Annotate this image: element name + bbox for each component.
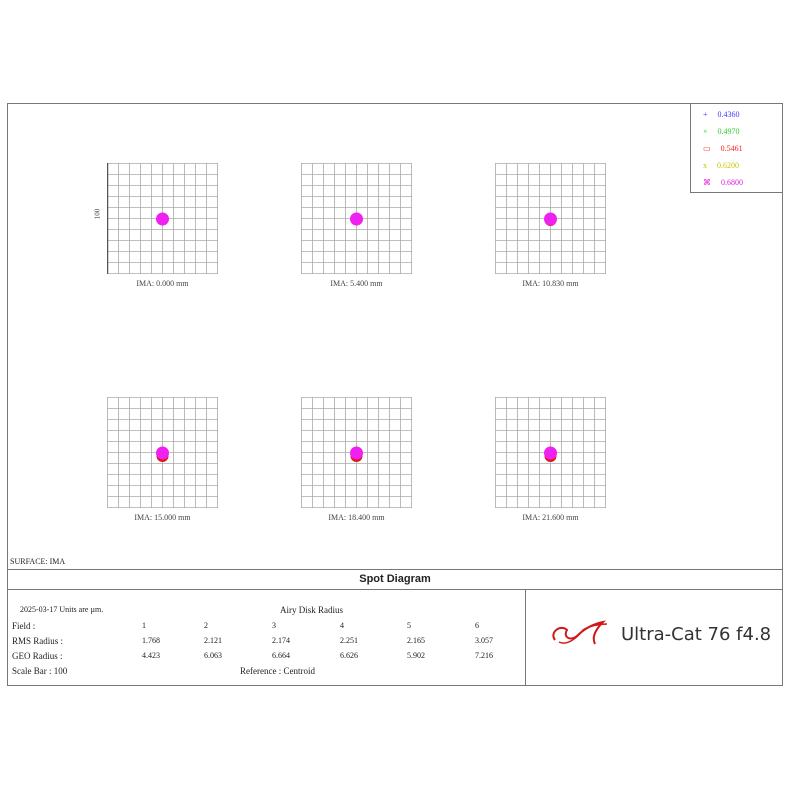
- rms-label: RMS Radius :: [12, 636, 64, 646]
- rms-value: 2.165: [407, 636, 425, 645]
- fields-value: 4: [340, 621, 344, 630]
- field-label: Field :: [12, 621, 36, 631]
- rms-value: 1.768: [142, 636, 160, 645]
- field-label: IMA: 15.000 mm: [134, 513, 191, 522]
- spot-grid: [495, 163, 606, 274]
- spot-grid: [301, 397, 412, 508]
- airy-label: Airy Disk Radius: [280, 605, 343, 615]
- legend-wavelength: 0.4360: [717, 110, 740, 119]
- spot-magenta: [156, 446, 169, 460]
- legend-item: ▭ 0.5461: [703, 144, 743, 153]
- spot-diagram-field-4: IMA: 15.000 mm: [107, 397, 218, 522]
- fields-value: 1: [142, 621, 146, 630]
- spot-grid: [301, 163, 412, 274]
- spot-diagram-field-2: IMA: 5.400 mm: [301, 163, 412, 288]
- product-name: Ultra-Cat 76 f4.8: [621, 624, 772, 645]
- plot-frame: [7, 103, 783, 686]
- spot-diagram-field-5: IMA: 18.400 mm: [301, 397, 412, 522]
- legend-wavelength: 0.4970: [717, 127, 740, 136]
- surface-label: SURFACE: IMA: [10, 557, 66, 566]
- wavelength-legend: +0.4360 × 0.4970 ▭ 0.5461 x 0.6200 ⌘ 0.6800: [690, 103, 783, 193]
- geo-value: 4.423: [142, 651, 160, 660]
- field-label: IMA: 0.000 mm: [136, 279, 189, 288]
- fields-value: 6: [475, 621, 479, 630]
- spot-magenta: [156, 212, 169, 226]
- spot-magenta: [544, 212, 557, 226]
- legend-marker-icon: ×: [703, 127, 708, 136]
- spot-grid: [107, 397, 218, 508]
- legend-wavelength: 0.6200: [717, 161, 739, 170]
- diagram-title: Spot Diagram: [7, 569, 783, 590]
- geo-label: GEO Radius :: [12, 651, 63, 661]
- geo-value: 7.216: [475, 651, 493, 660]
- legend-item: ⌘ 0.6800: [703, 178, 743, 187]
- spot-magenta: [350, 212, 363, 226]
- date-units: 2025-03-17 Units are µm.: [20, 605, 104, 614]
- geo-value: 5.902: [407, 651, 425, 660]
- spot-diagram-field-6: IMA: 21.600 mm: [495, 397, 606, 522]
- brand-area: Ultra-Cat 76 f4.8: [525, 590, 783, 686]
- field-label: IMA: 5.400 mm: [330, 279, 383, 288]
- spot-grid: [495, 397, 606, 508]
- rms-value: 2.174: [272, 636, 290, 645]
- scale-bar-label: 100: [93, 208, 102, 220]
- rms-value: 2.121: [204, 636, 222, 645]
- fields-value: 3: [272, 621, 276, 630]
- geo-value: 6.626: [340, 651, 358, 660]
- rms-value: 3.057: [475, 636, 493, 645]
- legend-item: +0.4360: [703, 110, 740, 119]
- field-label: IMA: 21.600 mm: [522, 513, 579, 522]
- spot-magenta: [544, 446, 557, 460]
- william-optics-logo: [552, 620, 608, 645]
- fields-value: 5: [407, 621, 411, 630]
- legend-marker-icon: ⌘: [703, 178, 711, 187]
- legend-marker-icon: x: [703, 161, 707, 170]
- legend-item: × 0.4970: [703, 127, 740, 136]
- reference-info: Reference : Centroid: [240, 666, 315, 676]
- scale-bar-info: Scale Bar : 100: [12, 666, 68, 676]
- spot-diagram-field-3: IMA: 10.830 mm: [495, 163, 606, 288]
- field-label: IMA: 18.400 mm: [328, 513, 385, 522]
- legend-wavelength: 0.5461: [720, 144, 743, 153]
- spot-magenta: [350, 446, 363, 460]
- spot-grid: [107, 163, 218, 274]
- legend-wavelength: 0.6800: [721, 178, 743, 187]
- legend-marker-icon: ▭: [703, 144, 711, 153]
- legend-item: x 0.6200: [703, 161, 739, 170]
- legend-marker-icon: +: [703, 110, 708, 119]
- geo-value: 6.063: [204, 651, 222, 660]
- geo-value: 6.664: [272, 651, 290, 660]
- rms-value: 2.251: [340, 636, 358, 645]
- fields-value: 2: [204, 621, 208, 630]
- spot-diagram-field-1: IMA: 0.000 mm: [107, 163, 218, 288]
- field-label: IMA: 10.830 mm: [522, 279, 579, 288]
- info-panel: 2025-03-17 Units are µm. Airy Disk Radiu…: [7, 590, 526, 686]
